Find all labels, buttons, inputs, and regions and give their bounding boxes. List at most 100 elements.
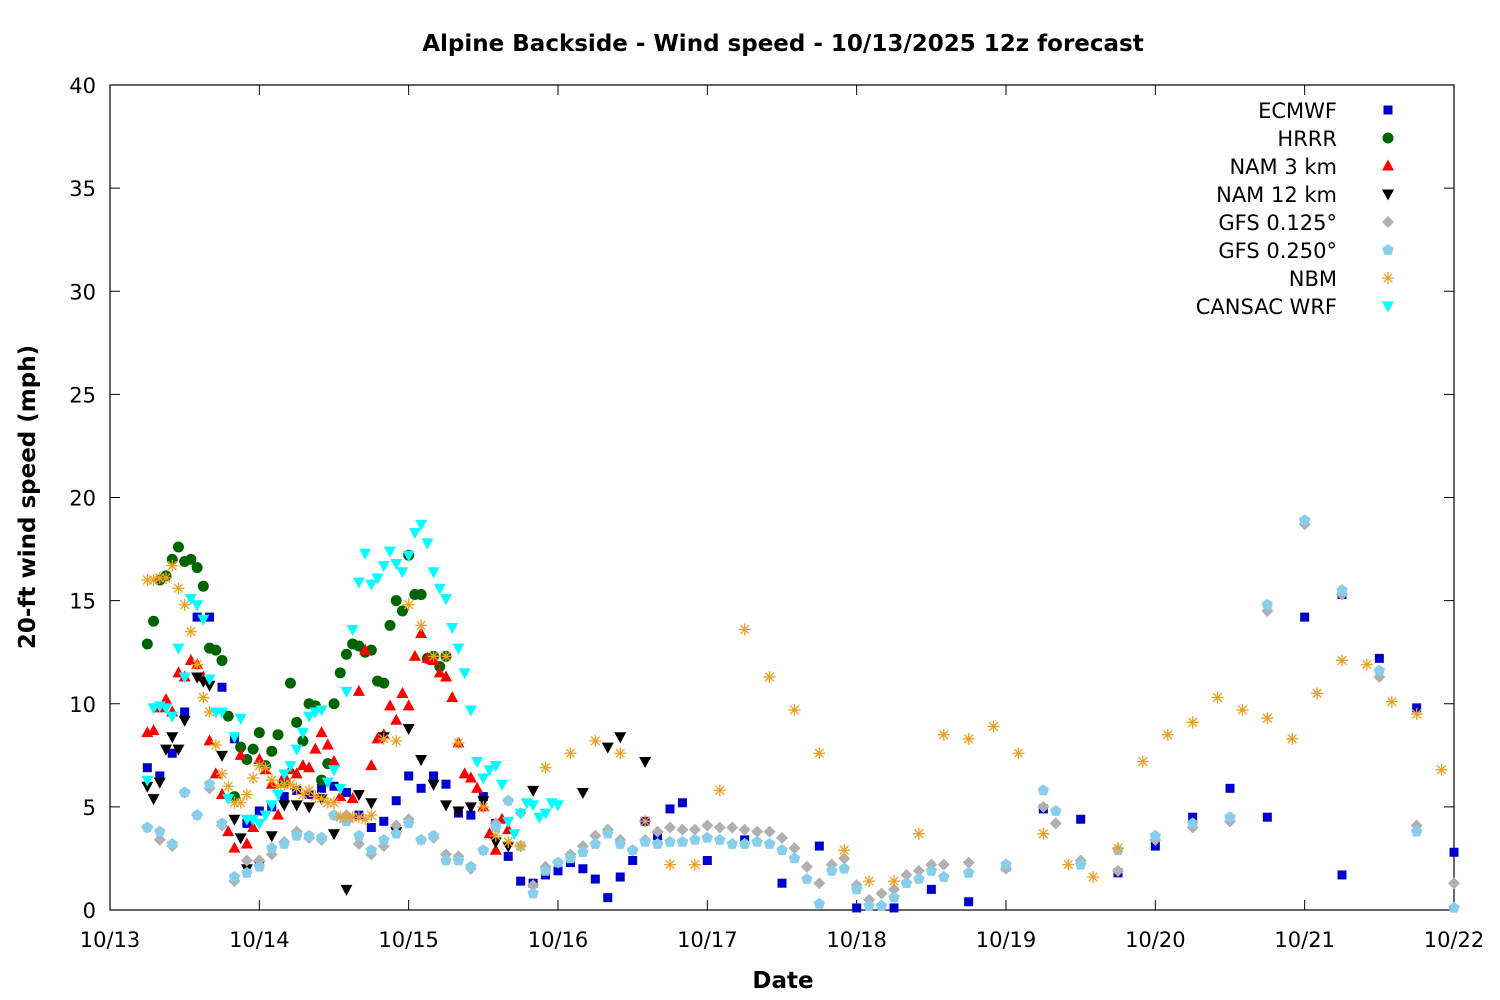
data-point <box>265 774 278 787</box>
data-point <box>776 844 788 855</box>
legend-marker <box>1382 159 1394 171</box>
data-point <box>390 713 403 725</box>
data-point <box>763 825 776 838</box>
data-point <box>328 755 340 766</box>
data-point <box>888 891 900 903</box>
data-point <box>427 650 440 663</box>
data-point <box>1449 847 1459 857</box>
y-tick-label: 0 <box>83 899 96 923</box>
legend-label: NAM 12 km <box>1216 183 1337 207</box>
data-point <box>297 735 309 747</box>
series-6 <box>141 559 1448 888</box>
data-point <box>1337 870 1347 880</box>
data-point <box>962 856 975 869</box>
data-point <box>378 677 390 689</box>
data-point <box>514 840 527 853</box>
data-point <box>253 818 266 830</box>
data-point <box>222 710 234 722</box>
data-point <box>403 817 415 829</box>
data-point <box>702 856 712 865</box>
data-point <box>365 579 378 591</box>
data-point <box>303 784 316 797</box>
data-point <box>689 833 701 845</box>
data-point <box>402 724 415 735</box>
data-point <box>1374 653 1384 663</box>
data-point <box>272 729 284 741</box>
data-point <box>402 699 415 711</box>
data-point <box>628 856 638 865</box>
data-point <box>265 831 278 843</box>
data-point <box>402 550 415 562</box>
data-point <box>489 843 502 855</box>
data-point <box>309 790 322 803</box>
data-point <box>404 771 414 781</box>
data-point <box>147 724 160 736</box>
data-point <box>303 711 316 723</box>
data-point <box>926 884 936 894</box>
data-point <box>1076 814 1086 824</box>
data-point <box>539 761 552 774</box>
data-point <box>440 650 452 663</box>
data-point <box>153 571 166 584</box>
data-point <box>141 574 154 586</box>
data-point <box>359 548 372 560</box>
data-point <box>296 728 309 740</box>
data-point <box>452 854 465 866</box>
data-point <box>477 800 490 813</box>
data-point <box>627 844 639 855</box>
data-point <box>589 838 601 849</box>
data-point <box>466 810 476 820</box>
data-point <box>639 757 652 768</box>
data-point <box>247 814 260 826</box>
legend-marker <box>1382 272 1394 284</box>
data-point <box>203 674 216 686</box>
data-point <box>508 829 521 841</box>
data-point <box>296 788 309 801</box>
data-point <box>503 851 513 861</box>
data-point <box>352 811 365 824</box>
data-point <box>1300 612 1310 622</box>
data-point <box>713 784 726 797</box>
data-point <box>496 779 508 791</box>
data-point <box>291 716 303 728</box>
data-point <box>340 686 353 698</box>
data-point <box>278 800 291 812</box>
data-point <box>1037 800 1050 813</box>
x-tick-label: 10/16 <box>528 928 589 952</box>
data-point <box>738 623 751 636</box>
data-point <box>1112 842 1124 855</box>
data-point <box>826 864 838 876</box>
data-point <box>266 842 278 853</box>
data-point <box>651 825 664 838</box>
data-point <box>1360 658 1373 671</box>
legend-marker <box>1382 216 1394 228</box>
data-point <box>415 519 428 531</box>
data-point <box>259 761 272 774</box>
data-point <box>1373 664 1385 676</box>
data-point <box>203 680 216 692</box>
data-point <box>346 811 359 824</box>
data-point <box>1136 755 1149 768</box>
data-point <box>664 835 676 847</box>
data-point <box>154 825 166 837</box>
data-point <box>465 860 477 872</box>
data-point <box>408 649 421 661</box>
data-point <box>1412 703 1422 713</box>
data-point <box>272 780 284 793</box>
data-point <box>334 783 347 795</box>
data-point <box>328 765 340 777</box>
x-tick-label: 10/21 <box>1274 928 1335 952</box>
data-point <box>458 668 471 680</box>
data-point <box>838 852 851 865</box>
data-point <box>963 866 975 878</box>
data-point <box>160 703 172 715</box>
data-point <box>352 838 365 850</box>
data-point <box>813 897 825 909</box>
data-point <box>852 903 862 913</box>
y-tick-label: 15 <box>69 590 96 614</box>
data-point <box>800 860 813 873</box>
data-point <box>1410 708 1423 721</box>
data-point <box>390 734 403 747</box>
data-point <box>191 672 204 684</box>
